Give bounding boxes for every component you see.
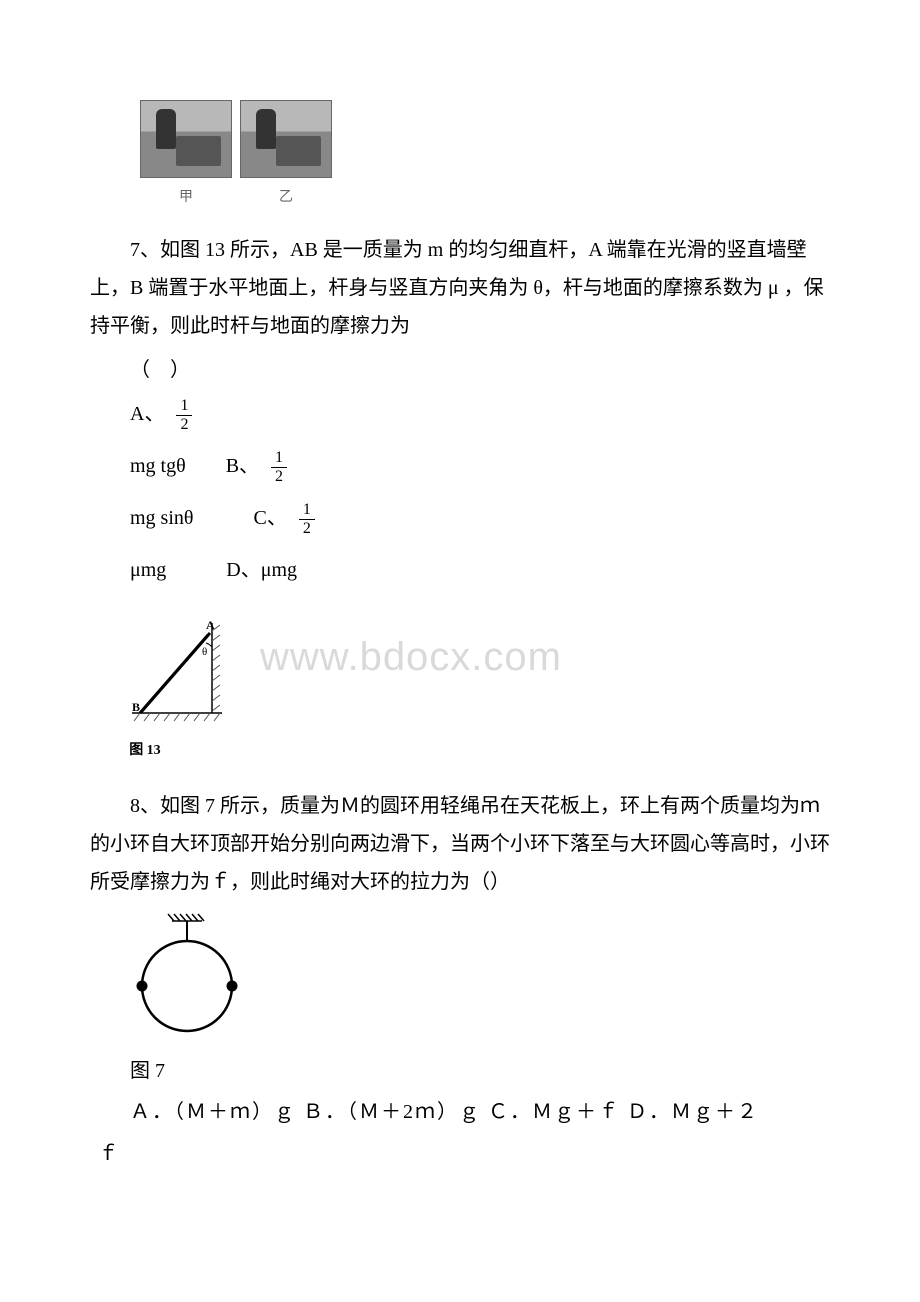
figure-13-svg: A B θ — [122, 613, 232, 728]
q7-blank: （ ） — [90, 351, 830, 389]
opt-c-text: mg sinθ C、 — [130, 499, 287, 537]
photo-label-jia: 甲 — [140, 186, 232, 206]
photo-row — [140, 100, 830, 178]
photo-jia — [140, 100, 232, 178]
fraction-1-2-a: 1 2 — [176, 398, 192, 433]
q7-option-a: A、 1 2 — [130, 395, 830, 433]
q8-answers-tail: ｆ — [98, 1135, 830, 1173]
q7-option-c: mg sinθ C、 1 2 — [130, 499, 830, 537]
figure-7 — [122, 911, 830, 1046]
frac-den: 2 — [180, 416, 188, 433]
fraction-1-2-b: 1 2 — [271, 450, 287, 485]
label-theta: θ — [202, 646, 207, 658]
photo-yi — [240, 100, 332, 178]
label-B: B — [132, 700, 140, 714]
opt-d-text: μmg D、μmg — [130, 551, 297, 589]
watermark: www.bdocx.com — [260, 635, 562, 680]
frac-den: 2 — [275, 468, 283, 485]
photo-label-yi: 乙 — [240, 186, 332, 206]
label-A: A — [206, 618, 215, 632]
photo-labels: 甲 乙 — [140, 186, 830, 206]
q7-option-d: μmg D、μmg — [130, 551, 830, 589]
q7-text: 7、如图 13 所示，AB 是一质量为 m 的均匀细直杆，A 端靠在光滑的竖直墙… — [90, 231, 830, 345]
frac-num: 1 — [299, 502, 315, 520]
frac-den: 2 — [303, 520, 311, 537]
frac-num: 1 — [176, 398, 192, 416]
figure-13-caption: 图 13 — [129, 739, 830, 759]
frac-num: 1 — [271, 450, 287, 468]
q8-text: 8、如图 7 所示，质量为Ｍ的圆环用轻绳吊在天花板上，环上有两个质量均为ｍ的小环… — [90, 787, 830, 901]
fraction-1-2-c: 1 2 — [299, 502, 315, 537]
opt-a-prefix: A、 — [130, 395, 164, 433]
q7-option-b: mg tgθ B、 1 2 — [130, 447, 830, 485]
figure-7-svg — [122, 911, 252, 1041]
figure-7-caption: 图 7 — [130, 1054, 830, 1083]
opt-b-text: mg tgθ B、 — [130, 447, 259, 485]
q8-answers: Ａ．（Ｍ＋ｍ）ｇ Ｂ．（Ｍ＋2ｍ）ｇ Ｃ．Ｍｇ＋ｆ Ｄ．Ｍｇ＋２ — [90, 1093, 830, 1131]
figure-13: A B θ — [122, 613, 232, 733]
